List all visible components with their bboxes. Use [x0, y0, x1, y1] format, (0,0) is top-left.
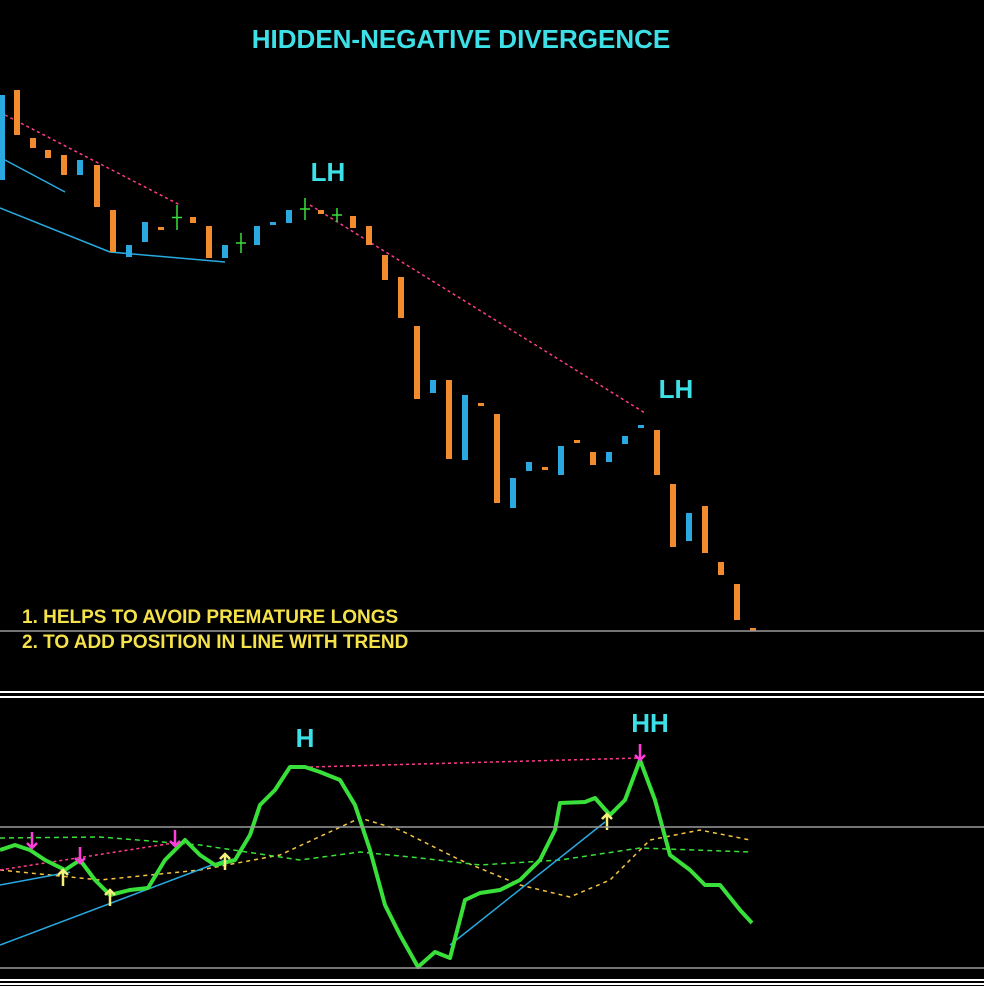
signal-arrow: [57, 868, 69, 886]
candle: [254, 226, 260, 245]
candle: [750, 628, 756, 631]
line: [0, 758, 754, 969]
title: HIDDEN-NEGATIVE DIVERGENCE: [252, 24, 670, 54]
candle: [45, 150, 51, 158]
line: [0, 841, 181, 871]
candle: [622, 436, 628, 444]
candle: [206, 226, 212, 258]
candle: [190, 217, 196, 223]
candle: [702, 506, 708, 553]
candle: [270, 222, 276, 225]
candle: [94, 165, 100, 207]
candle: [590, 452, 596, 465]
candle: [398, 277, 404, 318]
candle: [110, 210, 116, 252]
signal-arrow: [634, 744, 646, 762]
signal-arrow: [219, 852, 231, 870]
candle: [142, 222, 148, 242]
candle: [61, 155, 67, 175]
candle: [382, 255, 388, 280]
candle: [222, 245, 228, 258]
candle: [638, 425, 644, 428]
candle: [494, 414, 500, 503]
line: [4, 114, 181, 206]
line: [449, 821, 606, 946]
candle: [158, 227, 164, 230]
signal-arrow: [26, 832, 38, 850]
price-label: LH: [311, 157, 346, 187]
candle: [670, 484, 676, 547]
candle: [414, 326, 420, 399]
candle: [286, 210, 292, 223]
candle: [350, 216, 356, 228]
candle: [574, 440, 580, 443]
candle: [734, 584, 740, 620]
line: [0, 836, 751, 866]
candle: [14, 90, 20, 135]
note: 1. HELPS TO AVOID PREMATURE LONGS: [22, 607, 398, 628]
candle: [0, 95, 5, 180]
signal-arrow: [104, 888, 116, 906]
candle: [654, 430, 660, 475]
candle: [446, 380, 452, 459]
note: 2. TO ADD POSITION IN LINE WITH TREND: [22, 632, 408, 653]
candle: [606, 452, 612, 462]
signal-arrow: [74, 847, 86, 865]
candle: [430, 380, 436, 393]
indicator-label: H: [296, 723, 315, 753]
candle: [478, 403, 484, 406]
line: [0, 859, 226, 946]
candle: [126, 245, 132, 257]
candle: [77, 160, 83, 175]
indicator-label: HH: [631, 708, 669, 738]
candle: [318, 210, 324, 214]
candle: [462, 395, 468, 460]
indicator-panel: [0, 744, 754, 969]
candle: [686, 513, 692, 541]
signal-arrow: [169, 830, 181, 848]
candle: [542, 467, 548, 470]
candle: [558, 446, 564, 475]
price-label: LH: [659, 374, 694, 404]
candle: [366, 226, 372, 245]
candle: [510, 478, 516, 508]
candle: [526, 462, 532, 471]
price-panel: [0, 90, 756, 631]
candle: [718, 562, 724, 575]
line: [4, 159, 66, 193]
line: [309, 757, 641, 768]
candle: [30, 138, 36, 148]
